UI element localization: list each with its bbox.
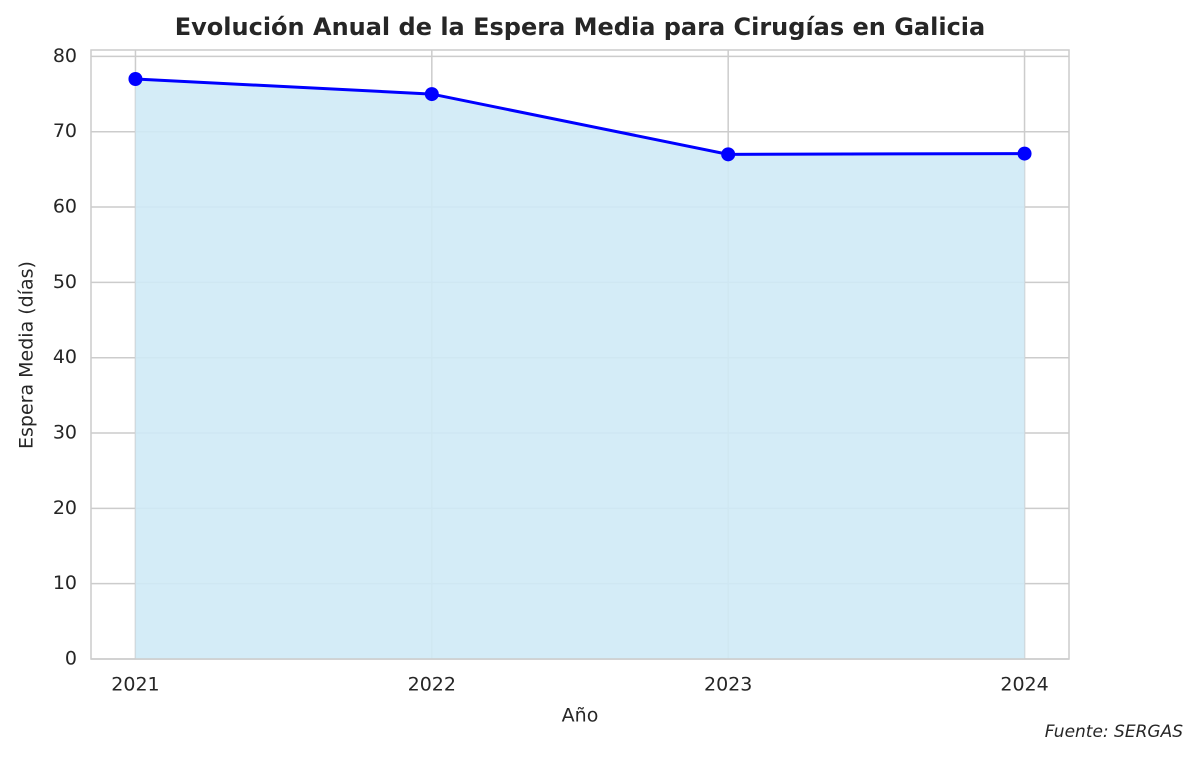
plot-frame: [90, 49, 1070, 660]
x-tick-label: 2021: [111, 674, 159, 696]
y-tick-label: 50: [53, 271, 77, 293]
y-tick-label: 30: [53, 422, 77, 444]
area: [135, 79, 1025, 659]
x-tick-label: 2022: [408, 674, 456, 696]
x-tick-label: 2024: [1000, 674, 1048, 696]
marker: [424, 87, 439, 102]
x-tick-label: 2023: [704, 674, 752, 696]
marker: [128, 72, 143, 86]
y-tick-label: 80: [53, 45, 77, 67]
marker: [1017, 146, 1032, 161]
y-tick-label: 70: [53, 120, 77, 142]
y-tick-label: 40: [53, 346, 77, 368]
source-note: Fuente: SERGAS: [1045, 722, 1184, 742]
y-tick-label: 20: [53, 497, 77, 519]
x-axis-label: Año: [562, 705, 599, 727]
line: [135, 77, 1025, 156]
y-tick-label: 10: [53, 572, 77, 594]
y-tick-label: 60: [53, 196, 77, 218]
y-axis-label: Espera Media (días): [16, 261, 38, 449]
chart-title: Evolución Anual de la Espera Media para …: [175, 13, 985, 41]
y-tick-label: 0: [65, 648, 77, 670]
marker: [721, 147, 736, 162]
